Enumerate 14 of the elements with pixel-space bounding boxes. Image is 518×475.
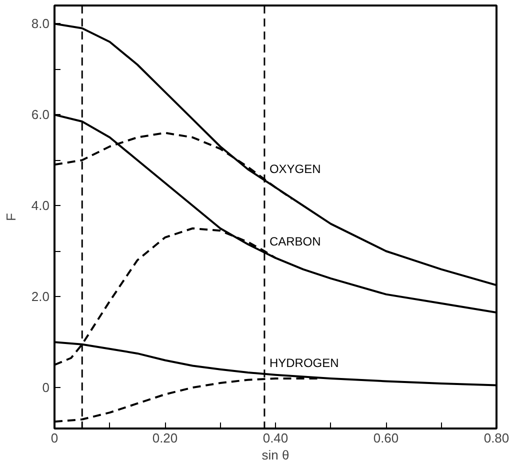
x-tick-label: 0.40 — [262, 430, 288, 446]
series-label: OXYGEN — [269, 162, 321, 176]
y-tick-label: 0 — [42, 380, 50, 396]
x-axis-title: sin θ — [262, 448, 290, 462]
y-tick-label: 4.0 — [31, 198, 50, 214]
y-tick-label: 8.0 — [31, 16, 50, 32]
x-tick-label: 0.80 — [484, 430, 510, 446]
series-label: HYDROGEN — [269, 356, 339, 370]
series-label: CARBON — [269, 234, 321, 248]
x-tick-label: 0.20 — [152, 430, 178, 446]
y-tick-label: 2.0 — [31, 289, 50, 304]
y-tick-label: 6.0 — [31, 107, 50, 122]
x-tick-label: 0.60 — [373, 430, 399, 446]
y-axis-title: F — [3, 212, 18, 221]
